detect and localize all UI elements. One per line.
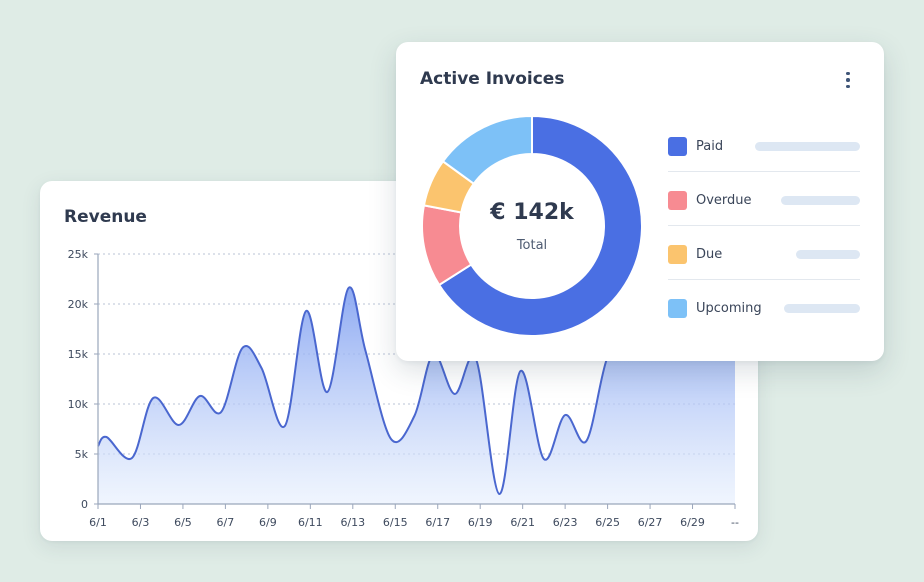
x-tick-label: 6/27 bbox=[638, 516, 663, 529]
x-tick-label: 6/1 bbox=[89, 516, 107, 529]
donut-total-label: Total bbox=[516, 238, 548, 253]
legend-item-due: Due bbox=[668, 226, 860, 280]
x-tick-label: 6/23 bbox=[553, 516, 578, 529]
legend-swatch-overdue bbox=[668, 191, 687, 210]
legend-label-due: Due bbox=[696, 247, 723, 262]
y-tick-label: 5k bbox=[75, 448, 89, 461]
x-tick-label: 6/3 bbox=[132, 516, 150, 529]
x-tick-label: 6/7 bbox=[217, 516, 235, 529]
revenue-area bbox=[98, 287, 735, 504]
x-tick-label: 6/5 bbox=[174, 516, 192, 529]
y-tick-label: 10k bbox=[68, 398, 89, 411]
x-tick-label: 6/25 bbox=[595, 516, 620, 529]
legend-bar-overdue bbox=[781, 196, 860, 205]
donut-total-value: € 142k bbox=[490, 200, 574, 225]
legend-label-overdue: Overdue bbox=[696, 193, 752, 208]
x-tick-label: 6/17 bbox=[425, 516, 450, 529]
legend-item-upcoming: Upcoming bbox=[668, 280, 860, 334]
revenue-chart: 0 5k 10k 15k 20k 25k 6/1 6/3 6/5 6/7 6/9 6/11 6/13 6/… bbox=[68, 248, 739, 529]
legend-item-paid: Paid bbox=[668, 118, 860, 172]
legend-bar-due bbox=[796, 250, 860, 259]
revenue-title: Revenue bbox=[64, 207, 147, 227]
x-tick-label: 6/21 bbox=[510, 516, 535, 529]
x-tick-label: 6/19 bbox=[468, 516, 493, 529]
active-invoices-title: Active Invoices bbox=[420, 69, 565, 89]
legend-label-paid: Paid bbox=[696, 139, 724, 154]
legend-bar-paid bbox=[755, 142, 860, 151]
invoices-donut-chart bbox=[421, 114, 643, 337]
y-tick-label: 15k bbox=[68, 348, 89, 361]
legend-item-overdue: Overdue bbox=[668, 172, 860, 226]
legend-bar-upcoming bbox=[784, 304, 860, 313]
donut-slice-paid bbox=[437, 114, 643, 337]
x-tick-label: -- bbox=[731, 516, 739, 529]
x-tick-label: 6/13 bbox=[340, 516, 365, 529]
legend-swatch-due bbox=[668, 245, 687, 264]
x-tick-label: 6/15 bbox=[383, 516, 408, 529]
y-tick-label: 20k bbox=[68, 298, 89, 311]
donut-slice-upcoming bbox=[441, 114, 533, 186]
legend-divider bbox=[668, 279, 860, 280]
active-invoices-card: Active Invoices € 142k Total Paid Overdu… bbox=[396, 42, 884, 361]
x-tick-label: 6/9 bbox=[259, 516, 277, 529]
legend-swatch-upcoming bbox=[668, 299, 687, 318]
more-options-icon[interactable] bbox=[836, 68, 860, 92]
legend-divider bbox=[668, 171, 860, 172]
legend-label-upcoming: Upcoming bbox=[696, 301, 762, 316]
y-tick-label: 0 bbox=[81, 498, 88, 511]
legend-divider bbox=[668, 225, 860, 226]
x-tick-label: 6/11 bbox=[298, 516, 323, 529]
y-tick-label: 25k bbox=[68, 248, 89, 261]
x-tick-label: 6/29 bbox=[680, 516, 705, 529]
legend-swatch-paid bbox=[668, 137, 687, 156]
